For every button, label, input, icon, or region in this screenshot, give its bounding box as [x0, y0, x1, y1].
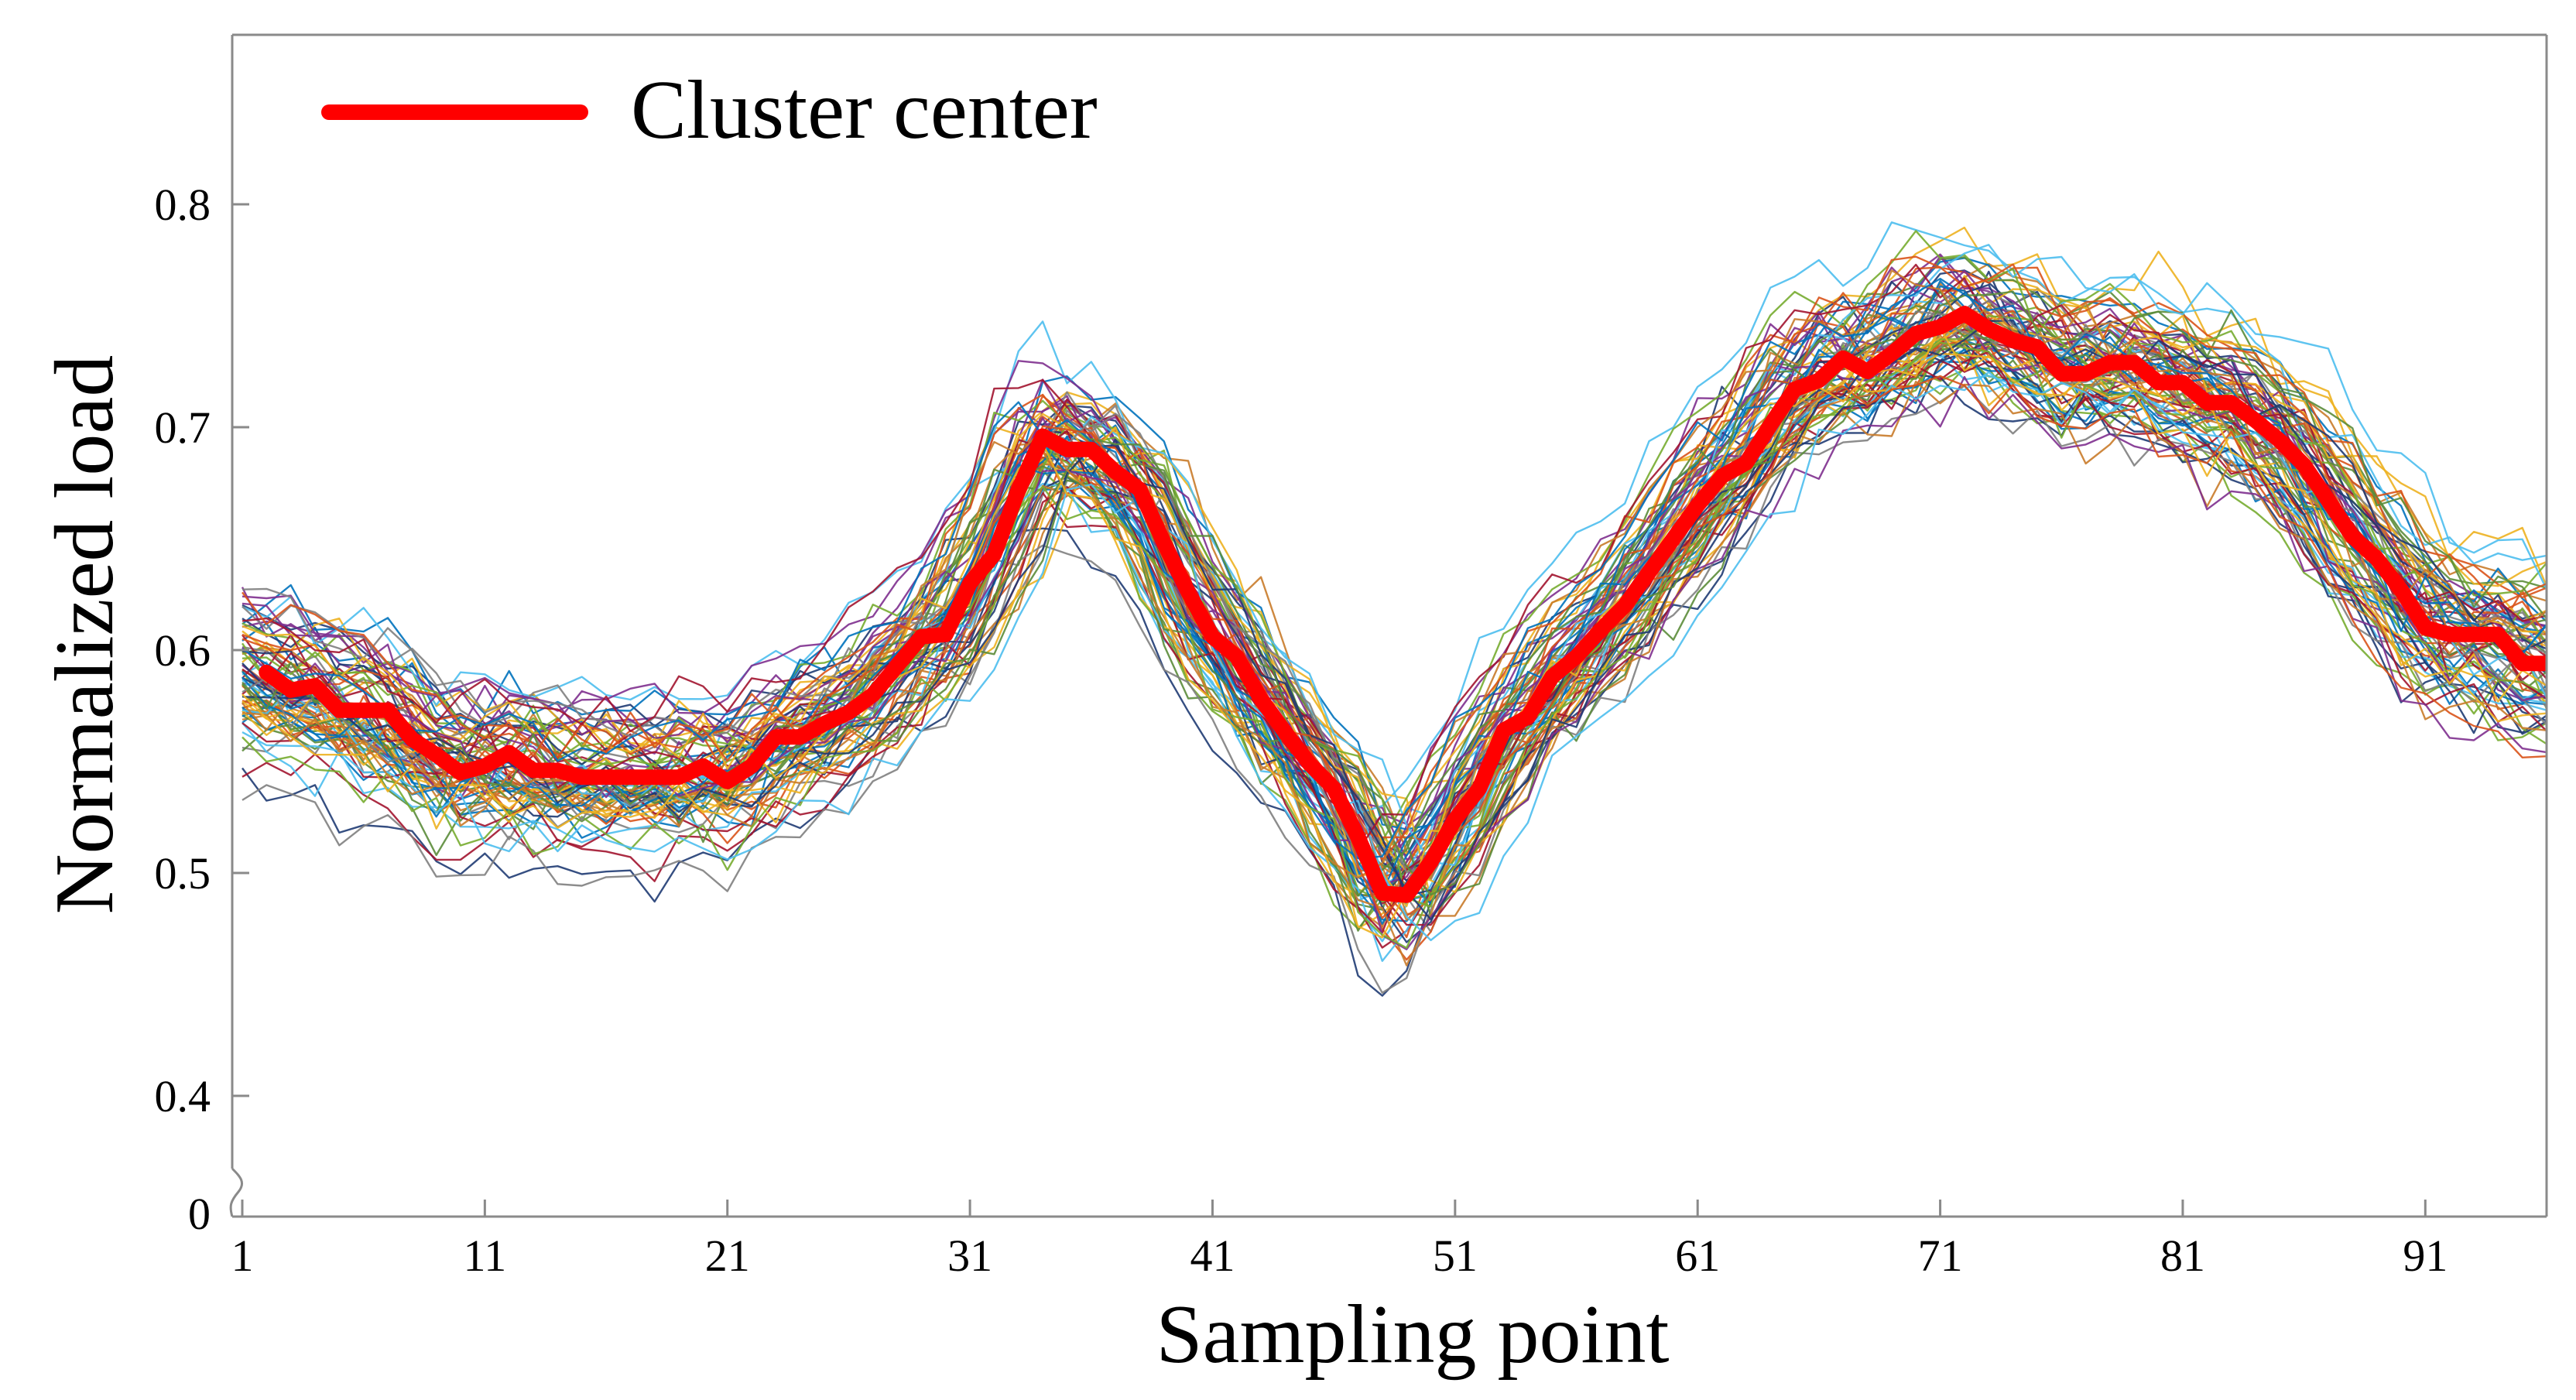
- y-axis-break-mark: [229, 1167, 243, 1217]
- x-axis-ticks: 1 11 21 31 41 51 61 71 81 91: [231, 1200, 2448, 1281]
- cluster-center-line: [259, 306, 2554, 903]
- sample-curve: [242, 277, 2547, 860]
- y-tick-label: 0.4: [155, 1071, 211, 1121]
- sample-curve: [242, 290, 2547, 896]
- y-axis-ticks: 0.4 0.5 0.6 0.7 0.8 0: [155, 180, 249, 1239]
- x-tick-label: 61: [1675, 1231, 1720, 1281]
- sample-curve: [242, 373, 2547, 997]
- cluster-center-series: [259, 306, 2554, 903]
- x-tick-label: 11: [463, 1231, 506, 1281]
- x-tick-label: 91: [2403, 1231, 2448, 1281]
- sample-curve: [242, 257, 2547, 830]
- x-tick-label: 51: [1433, 1231, 1478, 1281]
- sample-curve: [242, 327, 2547, 939]
- left-margin-mask: [0, 0, 232, 1400]
- x-axis-title: Sampling point: [1156, 1289, 1669, 1381]
- y-tick-label: 0.6: [155, 625, 211, 676]
- x-tick-label: 41: [1190, 1231, 1235, 1281]
- sample-curve: [242, 244, 2548, 867]
- y-tick-label-zero: 0: [188, 1189, 211, 1239]
- x-tick-label: 81: [2160, 1231, 2205, 1281]
- y-tick-label: 0.7: [155, 402, 211, 453]
- x-tick-label: 31: [947, 1231, 992, 1281]
- x-tick-label: 71: [1918, 1231, 1963, 1281]
- x-tick-label: 21: [705, 1231, 750, 1281]
- sample-curve: [242, 263, 2547, 852]
- sample-curve: [242, 361, 2547, 922]
- sample-curve: [242, 279, 2547, 902]
- x-tick-label: 1: [231, 1231, 254, 1281]
- sample-curve: [242, 226, 2548, 836]
- y-axis-title: Normalized load: [39, 355, 131, 915]
- legend-label-cluster-center: Cluster center: [631, 64, 1098, 156]
- sample-curve: [242, 285, 2547, 894]
- y-tick-label: 0.8: [155, 180, 211, 230]
- sample-curve: [242, 269, 2547, 879]
- sample-curve: [242, 375, 2547, 919]
- y-tick-label: 0.5: [155, 848, 211, 899]
- right-margin-mask: [2547, 0, 2576, 1400]
- legend: Cluster center: [321, 64, 1098, 156]
- sample-curve: [242, 354, 2547, 962]
